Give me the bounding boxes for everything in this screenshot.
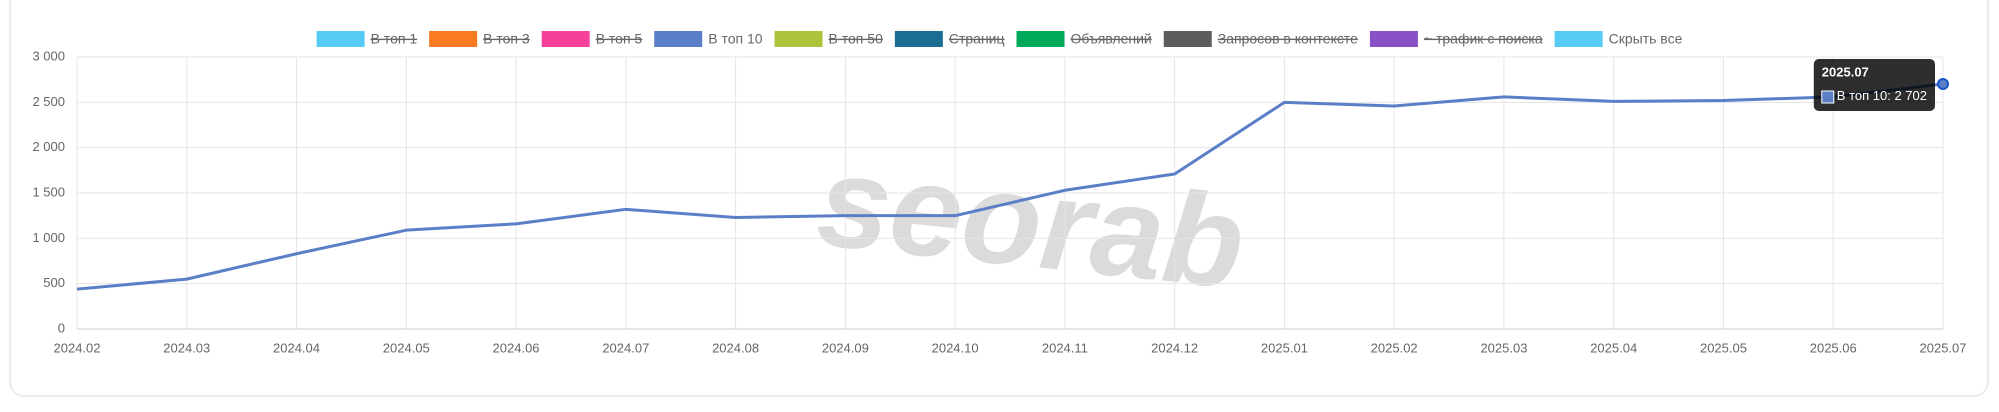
legend-swatch xyxy=(654,31,703,47)
x-tick-label: 2024.07 xyxy=(602,340,649,355)
tooltip: 2025.07 В топ 10: 2 702 xyxy=(1813,59,1935,112)
tooltip-swatch xyxy=(1821,90,1835,104)
legend-label: Объявлений xyxy=(1071,31,1152,47)
tooltip-label: В топ 10: 2 702 xyxy=(1837,88,1927,103)
legend-swatch xyxy=(1369,31,1418,47)
legend-swatch xyxy=(774,31,823,47)
y-tick-label: 0 xyxy=(58,320,65,335)
legend-item[interactable]: Запросов в контексте xyxy=(1163,31,1358,47)
legend-swatch xyxy=(316,31,365,47)
legend-label: Страниц xyxy=(949,31,1005,47)
point xyxy=(1937,78,1949,91)
x-tick-label: 2025.03 xyxy=(1480,340,1527,355)
x-tick-label: 2025.05 xyxy=(1700,340,1747,355)
y-tick-label: 2 000 xyxy=(32,139,65,154)
legend-swatch xyxy=(1554,31,1603,47)
x-tick-label: 2024.09 xyxy=(822,340,869,355)
x-tick-label: 2024.06 xyxy=(493,340,540,355)
legend-label: Скрыть все xyxy=(1609,31,1683,47)
x-tick-label: 2025.02 xyxy=(1371,340,1418,355)
tooltip-box xyxy=(1813,59,1935,112)
y-tick-label: 3 000 xyxy=(32,48,65,63)
tooltip-series: В топ 10 xyxy=(1837,88,1887,103)
legend-label: В топ 3 xyxy=(483,31,530,47)
legend-label: В топ 10 xyxy=(708,31,763,47)
legend-swatch xyxy=(541,31,590,47)
tooltip-title: 2025.07 xyxy=(1822,64,1869,79)
legend-swatch xyxy=(894,31,943,47)
legend-item[interactable]: Страниц xyxy=(894,31,1005,47)
legend-swatch xyxy=(429,31,478,47)
y-tick-label: 2 500 xyxy=(32,94,65,109)
x-tick-label: 2024.02 xyxy=(54,340,101,355)
x-tick-label: 2024.04 xyxy=(273,340,320,355)
legend-item[interactable]: В топ 5 xyxy=(541,31,643,47)
legend-label: ~ трафик с поиска xyxy=(1424,31,1543,47)
x-tick-label: 2025.01 xyxy=(1261,340,1308,355)
x-tick-label: 2024.10 xyxy=(932,340,979,355)
y-tick-label: 1 000 xyxy=(32,230,65,245)
x-tick-label: 2025.06 xyxy=(1810,340,1857,355)
legend-label: Запросов в контексте xyxy=(1218,31,1358,47)
x-tick-label: 2024.11 xyxy=(1042,340,1088,355)
legend-item[interactable]: Объявлений xyxy=(1016,31,1152,47)
legend-item[interactable]: В топ 1 xyxy=(316,31,418,47)
legend-item[interactable]: ~ трафик с поиска xyxy=(1369,31,1543,47)
legend: В топ 1 В топ 3 В топ 5 В топ 10 В топ 50 Стр… xyxy=(316,31,1683,47)
x-tick-label: 2025.04 xyxy=(1590,340,1637,355)
y-tick-label: 1 500 xyxy=(32,184,65,199)
legend-item[interactable]: В топ 50 xyxy=(774,31,884,47)
series-line xyxy=(76,82,1944,291)
legend-item[interactable]: В топ 3 xyxy=(429,31,530,47)
x-tick-label: 2024.05 xyxy=(383,340,430,355)
x-tick-label: 2024.12 xyxy=(1151,340,1198,355)
tooltip-sep: : xyxy=(1887,88,1894,103)
x-tick-label: 2024.03 xyxy=(163,340,210,355)
legend-item[interactable]: В топ 10 xyxy=(654,31,763,47)
legend-label: В топ 1 xyxy=(371,31,418,47)
legend-label: В топ 50 xyxy=(829,31,884,47)
x-tick-label: 2024.08 xyxy=(712,340,759,355)
y-tick-label: 500 xyxy=(43,275,65,290)
legend-label: В топ 5 xyxy=(596,31,643,47)
tooltip-value: 2 702 xyxy=(1894,88,1927,103)
x-tick-label: 2025.07 xyxy=(1920,340,1967,355)
legend-swatch xyxy=(1163,31,1212,47)
legend-swatch xyxy=(1016,31,1065,47)
legend-item[interactable]: Скрыть все xyxy=(1554,31,1683,47)
